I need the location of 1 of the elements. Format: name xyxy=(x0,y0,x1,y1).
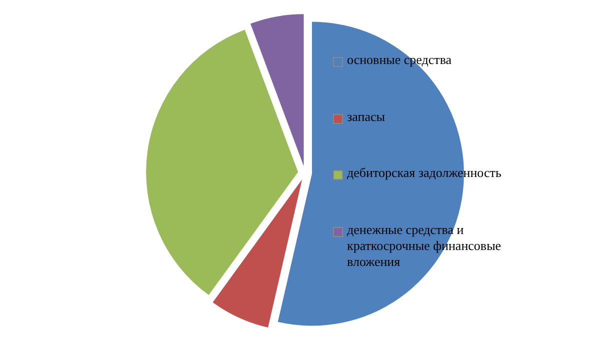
legend-label: запасы xyxy=(347,109,385,125)
